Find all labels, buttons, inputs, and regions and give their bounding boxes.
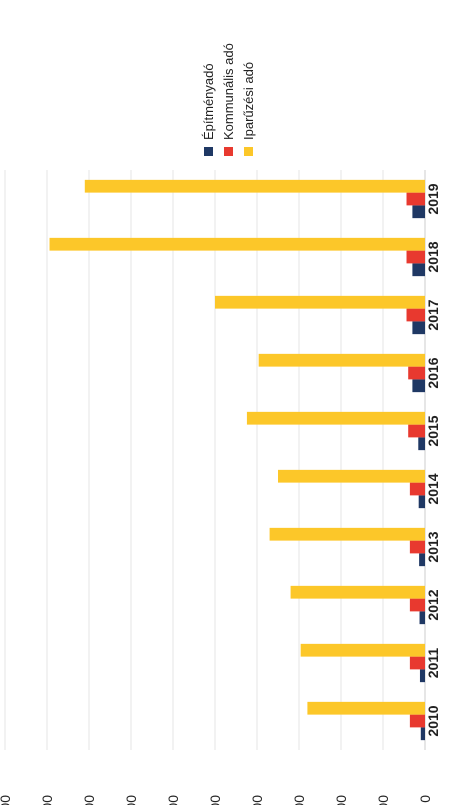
bar-epitmenyado-2018 <box>412 263 425 277</box>
bar-iparuzesi-ado-2018 <box>49 237 426 251</box>
legend-swatch <box>244 147 253 156</box>
category-label-2010: 2010 <box>425 705 441 736</box>
bar-kommunalis-ado-2012 <box>409 598 425 612</box>
legend-label: Kommunális adó <box>221 43 236 140</box>
value-tick-label: 50000 <box>375 795 391 805</box>
bar-epitmenyado-2011 <box>419 669 425 683</box>
legend-label: Építményadó <box>201 63 216 140</box>
gridlines <box>4 170 426 750</box>
category-label-2013: 2013 <box>425 531 441 562</box>
value-tick-label: 450000 <box>39 795 55 805</box>
bar-epitmenyado-2015 <box>418 437 425 451</box>
category-label-2018: 2018 <box>425 241 441 272</box>
legend-swatch <box>204 147 213 156</box>
bar-kommunalis-ado-2016 <box>408 366 425 380</box>
value-tick-label: 400000 <box>81 795 97 805</box>
bar-iparuzesi-ado-2010 <box>307 701 425 715</box>
legend-label: Iparűzési adó <box>241 62 256 140</box>
bar-iparuzesi-ado-2013 <box>269 527 425 541</box>
bar-iparuzesi-ado-2017 <box>215 295 425 309</box>
bar-kommunalis-ado-2017 <box>406 308 425 322</box>
category-label-2012: 2012 <box>425 589 441 620</box>
bars <box>49 179 426 741</box>
bar-iparuzesi-ado-2014 <box>278 469 425 483</box>
bar-iparuzesi-ado-2015 <box>246 411 425 425</box>
category-label-2014: 2014 <box>425 473 441 504</box>
category-label-2011: 2011 <box>425 648 441 679</box>
bar-kommunalis-ado-2019 <box>406 192 425 206</box>
legend-swatch <box>224 147 233 156</box>
bar-iparuzesi-ado-2016 <box>258 353 425 367</box>
value-tick-label: 500000 <box>0 795 13 805</box>
value-tick-label: 150000 <box>291 795 307 805</box>
bar-epitmenyado-2013 <box>419 553 425 567</box>
bar-kommunalis-ado-2014 <box>409 482 425 496</box>
value-tick-label: 100000 <box>333 795 349 805</box>
bar-epitmenyado-2019 <box>412 205 425 219</box>
bar-kommunalis-ado-2011 <box>409 656 425 670</box>
bar-kommunalis-ado-2013 <box>409 540 425 554</box>
category-label-2017: 2017 <box>425 299 441 330</box>
category-labels: 2010 2011 2012 2013 2014 2015 2016 2017 2018 2019 <box>425 183 441 736</box>
bar-epitmenyado-2016 <box>412 379 425 393</box>
bar-iparuzesi-ado-2011 <box>300 643 425 657</box>
category-label-2015: 2015 <box>425 415 441 446</box>
bar-kommunalis-ado-2010 <box>409 714 425 728</box>
value-tick-label: 200000 <box>249 795 265 805</box>
bar-epitmenyado-2017 <box>412 321 425 335</box>
value-tick-labels: 0 50000 100000 150000 200000 250000 300000 3500… <box>0 795 433 805</box>
category-label-2019: 2019 <box>425 183 441 214</box>
value-tick-label: 0 <box>417 795 433 803</box>
bar-iparuzesi-ado-2012 <box>290 585 425 599</box>
value-tick-label: 350000 <box>123 795 139 805</box>
bar-kommunalis-ado-2018 <box>406 250 425 264</box>
bar-epitmenyado-2014 <box>418 495 425 509</box>
bar-kommunalis-ado-2015 <box>408 424 425 438</box>
value-tick-label: 250000 <box>207 795 223 805</box>
value-tick-label: 300000 <box>165 795 181 805</box>
bar-epitmenyado-2010 <box>420 727 425 741</box>
bar-iparuzesi-ado-2019 <box>84 179 426 193</box>
category-label-2016: 2016 <box>425 357 441 388</box>
bar-epitmenyado-2012 <box>419 611 425 625</box>
legend: Építményadó Kommunális adó Iparűzési adó <box>201 43 256 156</box>
